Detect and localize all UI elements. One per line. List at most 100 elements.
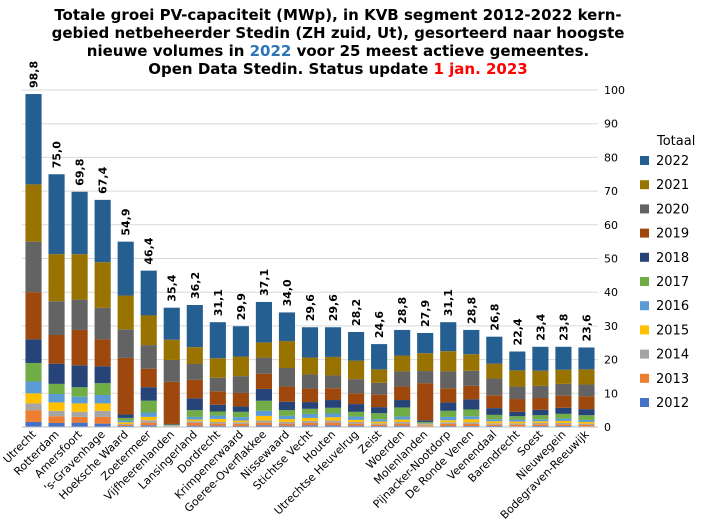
bar-segment-2018 <box>71 365 88 388</box>
bar-segment-2019 <box>140 368 157 388</box>
legend-swatch-2018 <box>640 252 649 262</box>
bar-segment-2012 <box>301 425 319 427</box>
legend-swatch-2020 <box>640 204 649 214</box>
legend-swatch-2021 <box>640 180 649 190</box>
bar-segment-2015 <box>486 421 503 424</box>
bar-segment-2022 <box>348 331 365 361</box>
legend-label-2019: 2019 <box>656 227 689 242</box>
bar-segment-2017 <box>94 383 111 395</box>
bar-segment-2015 <box>232 420 249 423</box>
bar-segment-2017 <box>255 400 272 411</box>
bar-segment-2019 <box>555 395 572 408</box>
bar-segment-2021 <box>371 369 388 383</box>
bar-segment-2013 <box>555 424 572 426</box>
legend-label-2020: 2020 <box>656 202 689 217</box>
total-label: 75,0 <box>51 141 64 168</box>
bar-segment-2017 <box>440 410 457 417</box>
legend-swatch-2012 <box>640 398 649 407</box>
bar-segment-2020 <box>440 371 457 389</box>
bar-segment-2014 <box>117 423 134 425</box>
bar-segment-2017 <box>578 415 595 420</box>
y-tick-label: 20 <box>604 354 618 367</box>
y-tick-label: 50 <box>604 253 618 266</box>
bar-segment-2014 <box>463 422 480 424</box>
bar-segment-2015 <box>140 416 157 421</box>
bar-segment-2016 <box>209 415 226 419</box>
bar-segment-2012 <box>94 423 111 427</box>
total-label: 36,2 <box>189 272 202 299</box>
bar-segment-2021 <box>117 295 134 330</box>
y-axis: 0 10 20 30 40 50 60 70 80 90 100 <box>22 84 625 434</box>
bar-segment-2019 <box>463 385 480 400</box>
bar-segment-2017 <box>25 362 42 382</box>
bar-segment-2022 <box>48 174 65 255</box>
total-label: 28,2 <box>350 299 363 326</box>
y-tick-label: 0 <box>604 421 611 434</box>
bar-segment-2018 <box>486 408 503 415</box>
bar-segment-2021 <box>209 358 226 378</box>
bar-segment-2016 <box>440 416 457 421</box>
bar-segment-2013 <box>578 424 595 427</box>
bar-segment-2017 <box>232 411 249 418</box>
bar-segment-2012 <box>463 425 480 427</box>
bar-segment-2014 <box>532 422 549 425</box>
bar-segment-2020 <box>117 329 134 358</box>
bar-segment-2016 <box>532 419 549 422</box>
bar-segment-2017 <box>371 413 388 420</box>
bar-segment-2021 <box>232 356 249 377</box>
y-tick-label: 60 <box>604 219 618 232</box>
bar-segment-2018 <box>48 363 65 384</box>
bar-segment-2019 <box>117 357 134 415</box>
bar-segment-2019 <box>417 383 434 421</box>
bar-segment-2017 <box>463 409 480 417</box>
bar-segment-2015 <box>209 418 226 422</box>
bar-segment-2019 <box>278 386 296 402</box>
bar-segment-2022 <box>117 241 134 296</box>
bar-segment-2014 <box>417 424 434 426</box>
bar-segment-2022 <box>186 305 203 348</box>
bar-segment-2017 <box>417 421 434 423</box>
bar-segment-2022 <box>555 346 572 370</box>
bar-segment-2012 <box>186 425 203 427</box>
bar-segment-2019 <box>71 329 88 366</box>
legend-swatch-2013 <box>640 373 649 383</box>
bar-segment-2014 <box>555 422 572 425</box>
bar-segment-2017 <box>324 407 342 414</box>
bar-segment-2017 <box>117 417 134 421</box>
bar-segment-2018 <box>324 400 342 408</box>
chart-title-line-2: gebied netbeheerder Stedin (ZH zuid, Ut)… <box>52 24 625 42</box>
bar-segment-2018 <box>232 406 249 412</box>
bar-segment-2012 <box>140 425 157 427</box>
bar-segment-2012 <box>394 425 411 427</box>
y-tick-label: 70 <box>604 185 618 198</box>
bar-segment-2017 <box>509 416 526 420</box>
legend-label-2022: 2022 <box>656 154 689 169</box>
total-label: 28,8 <box>465 297 478 324</box>
bar-segment-2019 <box>394 386 411 401</box>
total-label: 23,4 <box>534 313 547 340</box>
bar-segment-2020 <box>394 371 411 387</box>
bar-segment-2014 <box>509 423 526 425</box>
bar-segment-2014 <box>209 421 226 424</box>
legend-label-2021: 2021 <box>656 178 689 193</box>
bar-segment-2020 <box>94 307 111 340</box>
bar-segment-2018 <box>394 400 411 408</box>
bar-segment-2016 <box>117 420 134 423</box>
bar-segment-2020 <box>417 371 434 384</box>
bar-segment-2014 <box>440 422 457 424</box>
bar-segment-2019 <box>348 393 365 405</box>
legend: Totaal 2022 2021 2020 2019 2018 2017 2016 2015 2… <box>640 134 695 411</box>
bar-segment-2013 <box>232 423 249 426</box>
bar-segment-2018 <box>440 402 457 411</box>
bar-segment-2013 <box>140 422 157 426</box>
bar-segment-2019 <box>440 388 457 403</box>
bar-segment-2015 <box>578 421 595 424</box>
bar-segment-2016 <box>578 419 595 422</box>
bar-segment-2012 <box>440 425 457 427</box>
bar-segment-2012 <box>117 425 134 427</box>
bar-segment-2015 <box>186 419 203 422</box>
bar-segment-2014 <box>186 421 203 423</box>
total-label: 31,1 <box>442 289 455 316</box>
bar-segment-2020 <box>509 386 526 400</box>
total-label: 29,6 <box>304 294 317 321</box>
